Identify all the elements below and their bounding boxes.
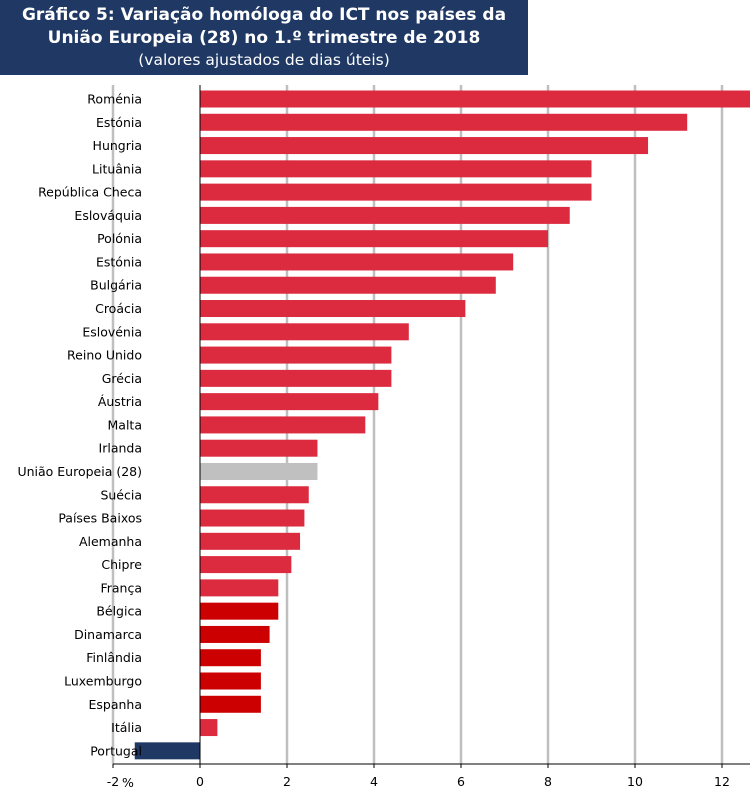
bar	[200, 253, 514, 271]
category-label: Portugal	[90, 743, 142, 758]
category-label: Irlanda	[99, 441, 142, 456]
bar	[200, 672, 261, 690]
category-label: Áustria	[98, 394, 142, 409]
chart-subtitle: (valores ajustados de dias úteis)	[138, 51, 390, 69]
bar	[200, 509, 305, 527]
category-label: Lituânia	[92, 161, 142, 176]
category-label: Chipre	[101, 557, 142, 572]
category-label: Estónia	[96, 115, 142, 130]
category-label: Eslovénia	[82, 324, 142, 339]
bar	[200, 137, 649, 155]
bar	[200, 183, 592, 201]
x-tick-label: -2	[107, 774, 119, 789]
bar	[200, 695, 261, 713]
bar	[200, 393, 379, 411]
category-label: Luxemburgo	[64, 674, 142, 689]
bar	[200, 602, 279, 620]
bar	[200, 625, 270, 643]
tick-labels: -202468101214%	[107, 774, 730, 790]
category-label: União Europeia (28)	[17, 464, 142, 479]
x-tick-label: 0	[196, 774, 204, 789]
bar	[200, 462, 318, 480]
x-tick-label: 2	[283, 774, 291, 789]
bar	[200, 719, 218, 737]
chart-title-line-1: Gráfico 5: Variação homóloga do ICT nos …	[21, 5, 507, 25]
category-label: Suécia	[100, 487, 142, 502]
bar	[200, 323, 409, 341]
bar	[200, 556, 292, 574]
category-label: França	[100, 580, 142, 595]
x-tick-label: 6	[457, 774, 465, 789]
x-tick-label: 12	[714, 774, 730, 789]
bar	[200, 532, 301, 550]
category-label: Reino Unido	[67, 348, 142, 363]
bar	[200, 346, 392, 364]
bar	[200, 113, 688, 131]
category-label: Bulgária	[90, 278, 142, 293]
category-label: Países Baixos	[58, 511, 142, 526]
bar	[200, 579, 279, 597]
category-label: Estónia	[96, 254, 142, 269]
bars	[134, 90, 750, 760]
category-label: Croácia	[95, 301, 142, 316]
category-label: Finlândia	[86, 650, 142, 665]
bar	[200, 416, 366, 434]
bar	[200, 439, 318, 457]
bar	[134, 742, 200, 760]
bar	[200, 230, 548, 248]
category-label: República Checa	[38, 185, 142, 200]
bar	[200, 160, 592, 178]
bar	[200, 649, 261, 667]
x-tick-label: 10	[627, 774, 643, 789]
category-label: Itália	[111, 720, 142, 735]
category-label: Roménia	[87, 92, 142, 107]
category-label: Dinamarca	[74, 627, 142, 642]
x-axis	[112, 85, 750, 768]
category-label: Malta	[108, 417, 142, 432]
category-label: Polónia	[97, 231, 142, 246]
chart-title-box: Gráfico 5: Variação homóloga do ICT nos …	[0, 0, 528, 75]
category-label: Alemanha	[79, 534, 142, 549]
bar	[200, 486, 309, 504]
x-axis-unit-label: %	[122, 775, 134, 790]
bar	[200, 276, 496, 294]
bar	[200, 206, 570, 224]
bar	[200, 90, 750, 108]
category-label: Espanha	[88, 697, 142, 712]
x-tick-label: 8	[544, 774, 552, 789]
category-labels: Roménia Estónia Hungria Lituânia República C…	[17, 92, 142, 759]
category-label: Eslováquia	[74, 208, 142, 223]
chart-title-line-2: União Europeia (28) no 1.º trimestre de …	[47, 28, 481, 48]
bar	[200, 300, 466, 318]
category-label: Grécia	[102, 371, 142, 386]
x-tick-label: 4	[370, 774, 378, 789]
category-label: Bélgica	[96, 604, 142, 619]
category-label: Hungria	[93, 138, 142, 153]
bar	[200, 369, 392, 387]
